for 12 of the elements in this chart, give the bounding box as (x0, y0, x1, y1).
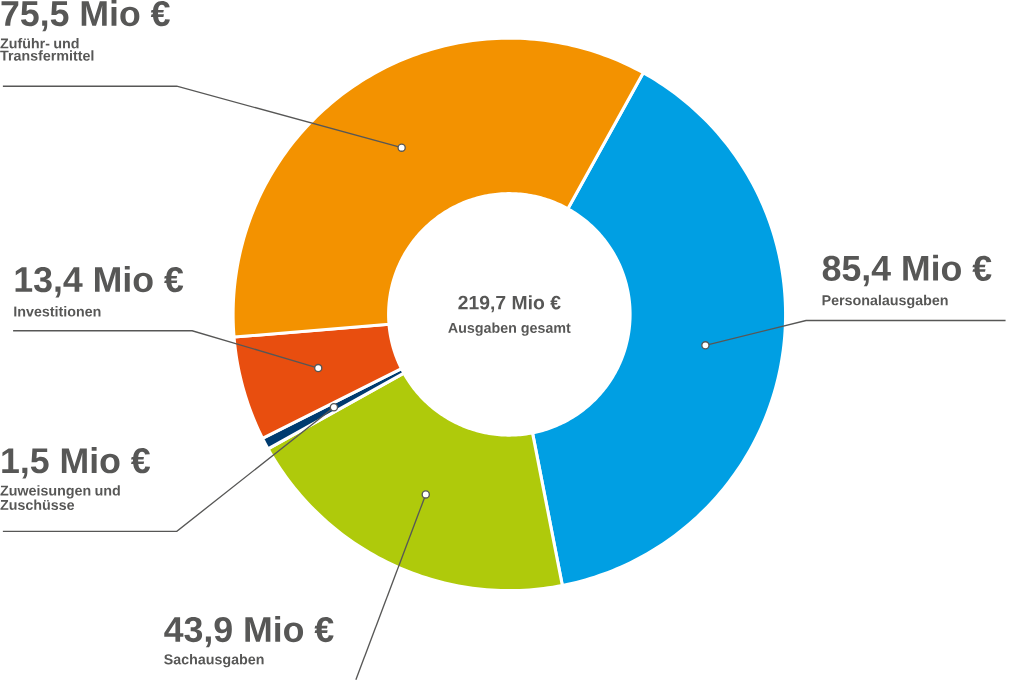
slice-label: Zuführ- und Transfermittel (0, 37, 94, 61)
slice-label: Investitionen (14, 305, 101, 317)
data-label: 43,9 Mio € (164, 615, 334, 648)
data-label: 85,4 Mio € (822, 254, 992, 286)
data-label: 13,4 Mio € (15, 265, 184, 298)
data-label: 75,5 Mio € (1, 0, 170, 32)
data-label: 1,5 Mio € (2, 446, 151, 479)
text: Ausgaben gesamt (448, 322, 571, 336)
text: 219,7 Mio € (458, 295, 561, 313)
slice-label: Zuweisungen und Zuschüsse (0, 484, 120, 510)
slice-label: Personalausgaben (822, 294, 948, 309)
slice-label: Sachausgaben (164, 653, 264, 668)
